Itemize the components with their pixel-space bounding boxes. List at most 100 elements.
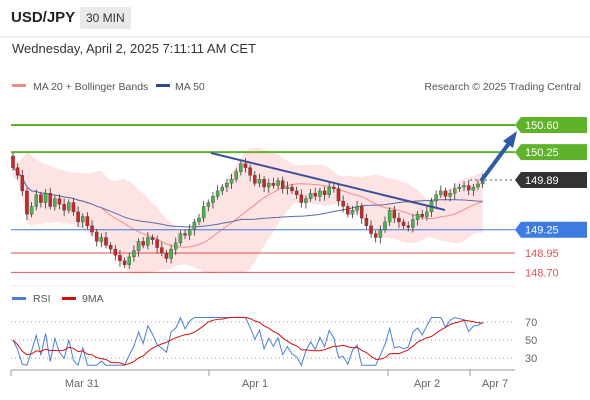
candle	[15, 163, 20, 180]
candle	[401, 218, 406, 229]
x-tick-mar31: Mar 31	[65, 378, 99, 390]
candle	[318, 187, 322, 202]
candle	[20, 169, 25, 196]
level-badges: 150.60 150.25 149.89 149.25 148.95 148.70	[515, 116, 587, 279]
candle	[425, 206, 429, 221]
candle	[48, 187, 52, 210]
svg-text:148.70: 148.70	[525, 267, 559, 279]
candle	[122, 257, 127, 268]
candle	[220, 183, 224, 195]
rsi-ma-legend-swatch	[62, 297, 76, 300]
svg-text:150.60: 150.60	[525, 120, 559, 132]
candle	[234, 168, 238, 183]
candle	[104, 232, 108, 249]
projection-arrow-shaft	[479, 140, 512, 183]
candle	[197, 213, 201, 226]
copyright-text: Research © 2025 Trading Central	[424, 81, 581, 93]
rsi-legend-swatch	[12, 297, 26, 300]
candle	[369, 220, 373, 238]
candle	[169, 244, 173, 264]
candle	[29, 202, 34, 218]
candle	[39, 191, 43, 208]
rsi-ma-line	[12, 317, 483, 366]
candle	[43, 188, 48, 209]
candle	[313, 187, 317, 201]
candle	[355, 201, 359, 216]
candle	[67, 199, 71, 214]
rsi-tick-30: 30	[525, 353, 537, 365]
chart-datetime: Wednesday, April 2, 2025 7:11:11 AM CET	[12, 41, 257, 56]
candle	[448, 188, 452, 202]
candle	[173, 237, 178, 256]
candle	[285, 181, 290, 195]
svg-text:148.95: 148.95	[525, 248, 559, 260]
chart-header: USD/JPY 30 MIN	[0, 0, 590, 36]
level-badge-148-70: 148.70	[525, 267, 559, 279]
candle	[308, 188, 313, 202]
candle	[53, 195, 57, 211]
candle	[141, 237, 145, 249]
level-badge-149-89: 149.89	[515, 172, 587, 189]
candle	[118, 249, 122, 267]
candle	[211, 192, 215, 209]
bollinger-band	[13, 147, 483, 275]
rsi-legend-label: RSI	[33, 293, 51, 305]
candle	[108, 242, 113, 254]
ma50-legend-swatch	[156, 84, 170, 87]
candle	[364, 213, 369, 229]
candle	[466, 180, 471, 196]
candle	[383, 216, 387, 233]
candle	[257, 173, 262, 188]
rsi-tick-50: 50	[525, 335, 537, 347]
candle	[94, 228, 99, 247]
candle	[341, 195, 345, 213]
ma20-legend-label: MA 20 + Bollinger Bands	[33, 81, 148, 93]
candle	[397, 212, 401, 228]
x-tick-apr7: Apr 7	[482, 378, 508, 390]
candle	[322, 186, 327, 201]
candle	[280, 176, 285, 194]
rsi-tick-70: 70	[525, 317, 537, 329]
candle	[62, 198, 66, 217]
candle	[146, 232, 150, 250]
candle	[346, 203, 350, 218]
candle	[359, 203, 364, 224]
candle	[132, 245, 136, 262]
candle	[262, 176, 266, 193]
level-badge-150-60: 150.60	[515, 116, 587, 133]
candle	[387, 207, 392, 226]
candle	[206, 199, 211, 212]
candle	[248, 164, 252, 182]
candle	[415, 211, 420, 226]
candle	[225, 178, 229, 193]
candle	[443, 187, 448, 201]
timeframe-button[interactable]: 30 MIN	[80, 7, 131, 29]
level-badge-148-95: 148.95	[525, 248, 559, 260]
candle	[81, 213, 85, 228]
candle	[85, 212, 90, 229]
candle	[25, 187, 29, 221]
candle	[178, 230, 183, 247]
candle	[192, 218, 197, 236]
level-lines	[11, 123, 515, 273]
level-badge-149-25: 149.25	[515, 221, 587, 238]
candle	[266, 178, 271, 193]
trend-line	[210, 152, 446, 211]
svg-text:149.25: 149.25	[525, 225, 559, 237]
candle	[290, 183, 294, 195]
candle	[462, 181, 466, 192]
candle	[215, 185, 220, 200]
candle	[332, 183, 336, 193]
candle	[187, 224, 192, 241]
candle	[411, 214, 415, 233]
candle	[276, 177, 280, 190]
candle	[57, 194, 62, 210]
candle	[439, 185, 443, 198]
candle	[373, 230, 378, 243]
candle	[127, 252, 132, 269]
candle	[471, 183, 476, 197]
candle	[420, 209, 424, 220]
candle	[34, 189, 39, 211]
candle	[271, 177, 276, 189]
